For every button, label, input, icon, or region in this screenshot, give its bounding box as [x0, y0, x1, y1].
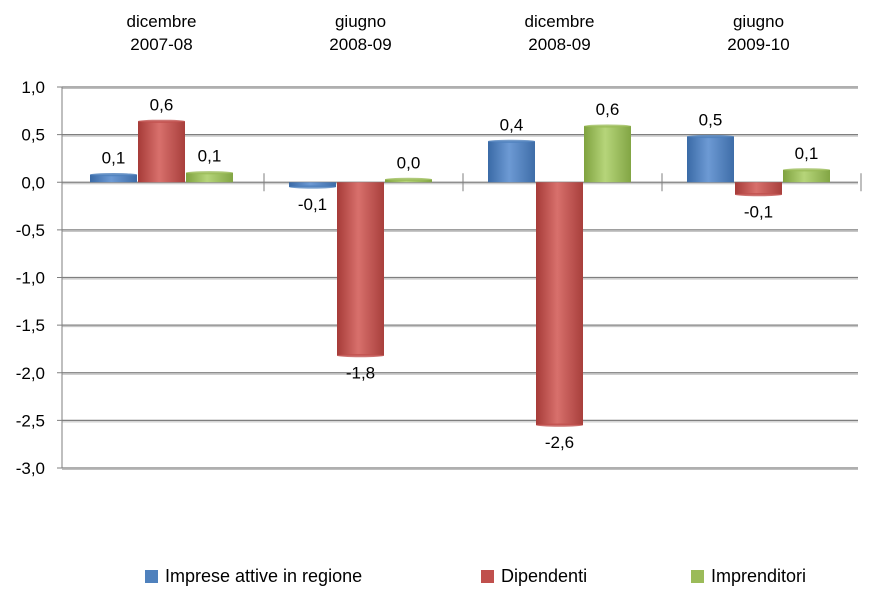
y-tick-label: -1,5: [16, 316, 45, 335]
data-label: -1,8: [346, 364, 375, 383]
legend-label: Imprenditori: [711, 566, 807, 586]
bar-cap: [289, 185, 336, 189]
bar-imprese-attive-in-regione: [687, 136, 734, 183]
bar-imprese-attive-in-regione: [488, 141, 535, 183]
bar-cap: [90, 173, 137, 177]
legend: Imprese attive in regione Dipendenti Impre…: [145, 566, 845, 590]
data-label: 0,0: [397, 153, 421, 172]
legend-label: Dipendenti: [501, 566, 588, 586]
category-label-line: giugno: [334, 12, 387, 31]
bars: [90, 119, 830, 427]
bar-cap: [138, 119, 185, 123]
legend-label: Imprese attive in regione: [165, 566, 363, 586]
legend-item: Imprenditori: [691, 566, 806, 587]
data-label: -2,6: [545, 433, 574, 452]
y-axis: 1,0 0,5 0,0 -0,5 -1,0 -1,5 -2,0 -2,5 -3,0: [16, 78, 862, 478]
legend-swatch: [481, 570, 494, 583]
category-label-line: giugno: [732, 12, 785, 31]
bar-cap: [735, 193, 782, 197]
data-label: 0,1: [198, 147, 222, 166]
data-label: 0,4: [500, 115, 524, 134]
category-label-line: dicembre: [126, 12, 197, 31]
bar-cap: [385, 177, 432, 181]
category-label: dicembre 2007-08: [82, 10, 242, 56]
bar-cap: [337, 354, 384, 358]
category-label: dicembre 2008-09: [480, 10, 640, 56]
bar-imprenditori: [584, 126, 631, 183]
category-label-line: 2007-08: [130, 35, 193, 54]
y-tick-label: 1,0: [21, 78, 45, 97]
legend-swatch: [145, 570, 158, 583]
data-label: 0,5: [699, 111, 723, 130]
bar-dipendenti: [337, 182, 384, 356]
y-tick-label: 0,0: [21, 173, 45, 192]
category-label-line: 2008-09: [329, 35, 392, 54]
bar-dipendenti: [138, 121, 185, 183]
bar-dipendenti: [536, 182, 583, 426]
bar-cap: [687, 134, 734, 139]
category-label: giugno 2008-09: [281, 10, 441, 56]
bar-imprese-attive-in-regione: [289, 182, 336, 188]
bar-cap: [488, 139, 535, 143]
bar-imprenditori: [186, 172, 233, 183]
data-labels: 0,1 0,6 0,1 -0,1 -1,8 0,0 0,4 -2,6 0,6 0,5 -0,1 0,1: [102, 95, 819, 452]
data-label: 0,1: [795, 144, 819, 163]
data-label: -0,1: [298, 195, 327, 214]
bar-cap: [186, 171, 233, 175]
y-tick-label: 0,5: [21, 126, 45, 145]
category-label: giugno 2009-10: [679, 10, 839, 56]
y-tick-label: -0,5: [16, 221, 45, 240]
y-tick-label: -2,0: [16, 364, 45, 383]
legend-item: Imprese attive in regione: [145, 566, 362, 587]
data-label: 0,6: [150, 95, 174, 114]
bar-dipendenti: [735, 182, 782, 195]
category-label-line: 2008-09: [528, 35, 591, 54]
y-tick-label: -1,0: [16, 269, 45, 288]
data-label: 0,1: [102, 149, 126, 168]
y-tick-label: -3,0: [16, 459, 45, 478]
category-label-line: 2009-10: [727, 35, 790, 54]
bar-imprese-attive-in-regione: [90, 174, 137, 183]
legend-swatch: [691, 570, 704, 583]
bar-cap: [584, 124, 631, 128]
y-tick-label: -2,5: [16, 411, 45, 430]
bar-imprenditori: [783, 169, 830, 183]
legend-item: Dipendenti: [481, 566, 587, 587]
data-label: 0,6: [596, 100, 620, 119]
bar-cap: [783, 168, 830, 172]
data-label: -0,1: [744, 203, 773, 222]
category-label-line: dicembre: [524, 12, 595, 31]
bar-cap: [536, 423, 583, 427]
